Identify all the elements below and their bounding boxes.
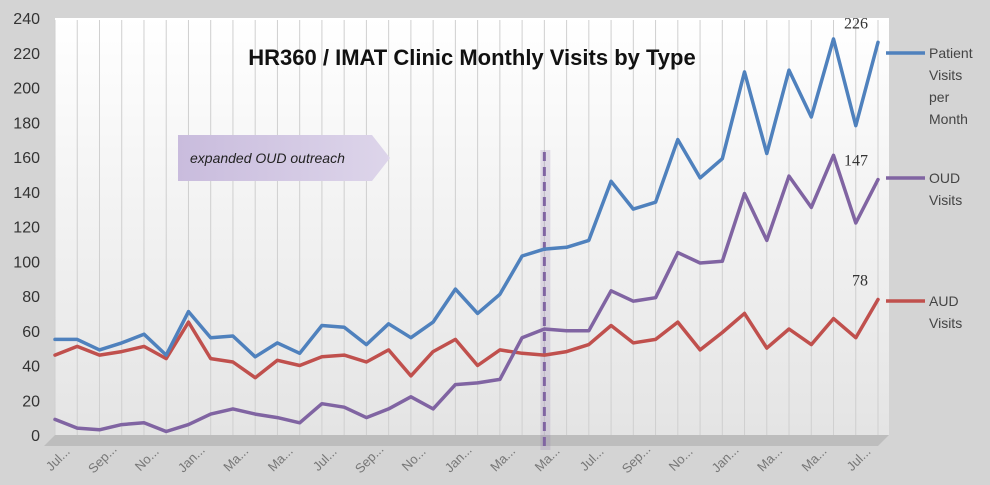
chart-title: HR360 / IMAT Clinic Monthly Visits by Ty… — [248, 45, 695, 70]
x-axis-ticks: Jul... Sep... No... Jan... Ma... Ma... Jul... S… — [43, 442, 874, 477]
y-tick-label: 120 — [13, 220, 40, 237]
end-label: 226 — [844, 15, 868, 32]
x-tick-label: Ma... — [754, 443, 785, 474]
legend-label: Patient Visits per Month — [929, 45, 973, 127]
x-tick-label: Ma... — [220, 443, 251, 474]
y-tick-label: 80 — [22, 289, 40, 306]
legend: Patient Visits per Month OUD Visits AUD Visits — [886, 45, 973, 331]
annotation: expanded OUD outreach — [178, 135, 390, 181]
y-tick-label: 60 — [22, 324, 40, 341]
y-tick-label: 160 — [13, 150, 40, 167]
x-tick-label: Sep... — [85, 442, 120, 477]
x-tick-label: Jan... — [442, 442, 475, 475]
y-axis-ticks: 0 20 40 60 80 100 120 140 160 180 200 220 240 — [13, 11, 40, 445]
x-tick-label: Sep... — [352, 442, 387, 477]
legend-label: AUD Visits — [929, 293, 962, 331]
x-tick-label: Jan... — [175, 442, 208, 475]
x-tick-label: No... — [132, 444, 162, 474]
y-tick-label: 20 — [22, 393, 40, 410]
x-tick-label: Ma... — [265, 443, 296, 474]
x-tick-label: Jul... — [310, 444, 340, 474]
outreach-marker-glow — [540, 150, 551, 450]
y-tick-label: 240 — [13, 11, 40, 28]
x-tick-label: Jul... — [43, 444, 73, 474]
x-tick-label: Jul... — [577, 444, 607, 474]
legend-label: OUD Visits — [929, 170, 962, 208]
series-line-1 — [53, 153, 880, 434]
y-tick-label: 0 — [31, 428, 40, 445]
x-tick-label: Sep... — [619, 442, 654, 477]
x-tick-label: Ma... — [799, 443, 830, 474]
annotation-arrow — [178, 135, 390, 181]
x-tick-label: Jul... — [844, 444, 874, 474]
plot-floor — [44, 435, 889, 446]
end-label: 78 — [852, 272, 868, 289]
series-line-2 — [53, 297, 880, 380]
end-labels: 226 147 78 — [844, 15, 868, 289]
y-tick-label: 40 — [22, 359, 40, 376]
series-lines — [53, 37, 880, 434]
end-label: 147 — [844, 153, 868, 170]
series-line-0 — [53, 37, 880, 359]
x-tick-label: Jan... — [709, 442, 742, 475]
y-tick-label: 140 — [13, 185, 40, 202]
y-tick-label: 200 — [13, 81, 40, 98]
plot-area — [55, 18, 889, 435]
x-tick-label: No... — [666, 444, 696, 474]
x-tick-label: Ma... — [487, 443, 518, 474]
annotation-text: expanded OUD outreach — [190, 150, 345, 166]
y-tick-label: 100 — [13, 254, 40, 271]
x-tick-label: No... — [399, 444, 429, 474]
outreach-marker — [540, 150, 551, 450]
y-tick-label: 220 — [13, 46, 40, 63]
y-tick-label: 180 — [13, 115, 40, 132]
